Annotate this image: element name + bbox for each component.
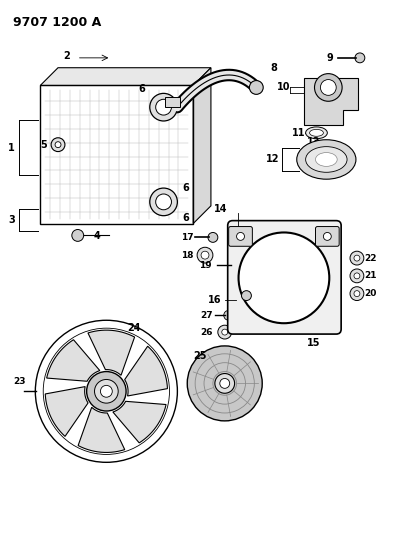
Text: 19: 19 (199, 261, 211, 270)
Circle shape (201, 251, 209, 259)
Text: 17: 17 (181, 233, 194, 242)
Text: 4: 4 (94, 231, 101, 241)
Text: 22: 22 (365, 254, 377, 263)
Polygon shape (40, 68, 211, 85)
Circle shape (72, 230, 84, 241)
Polygon shape (113, 401, 166, 443)
Text: 24: 24 (127, 323, 141, 333)
Text: 6: 6 (182, 183, 189, 193)
Polygon shape (193, 68, 211, 223)
Text: 15: 15 (307, 338, 320, 348)
Polygon shape (88, 330, 134, 375)
Circle shape (55, 142, 61, 148)
Text: 20: 20 (365, 289, 377, 298)
Text: 1: 1 (8, 143, 15, 152)
Text: 3: 3 (8, 215, 15, 225)
Circle shape (218, 325, 232, 339)
Circle shape (354, 273, 360, 279)
FancyBboxPatch shape (316, 227, 339, 246)
Text: 13: 13 (307, 136, 320, 147)
Circle shape (87, 372, 126, 411)
Text: 21: 21 (365, 271, 377, 280)
Text: 5: 5 (40, 140, 46, 150)
Ellipse shape (297, 140, 356, 179)
Polygon shape (125, 346, 167, 396)
Text: 9707 1200 A: 9707 1200 A (13, 17, 101, 29)
Circle shape (242, 290, 252, 301)
Text: 9: 9 (327, 53, 334, 63)
Text: 12: 12 (266, 155, 280, 165)
Ellipse shape (316, 152, 337, 166)
Circle shape (314, 74, 342, 101)
Circle shape (43, 328, 169, 455)
Text: 8: 8 (270, 63, 277, 72)
Circle shape (156, 194, 171, 210)
Text: 6: 6 (182, 213, 189, 223)
Text: 14: 14 (214, 204, 228, 214)
Text: 26: 26 (201, 328, 213, 337)
Ellipse shape (306, 127, 327, 139)
Text: 27: 27 (201, 311, 213, 320)
FancyBboxPatch shape (229, 227, 252, 246)
Circle shape (350, 287, 364, 301)
Circle shape (197, 247, 213, 263)
Polygon shape (45, 386, 88, 437)
Text: 18: 18 (181, 251, 194, 260)
Circle shape (35, 386, 45, 396)
Circle shape (238, 232, 329, 323)
Circle shape (323, 232, 331, 240)
Circle shape (321, 79, 336, 95)
Circle shape (95, 379, 118, 403)
Circle shape (355, 53, 365, 63)
Text: 6: 6 (139, 84, 145, 94)
Text: 2: 2 (64, 51, 70, 61)
Ellipse shape (306, 147, 347, 172)
Ellipse shape (309, 130, 323, 136)
Text: 25: 25 (193, 351, 207, 361)
Circle shape (35, 320, 178, 462)
Circle shape (187, 346, 262, 421)
Polygon shape (78, 407, 125, 453)
Circle shape (156, 99, 171, 115)
Bar (40, 85, 193, 223)
Polygon shape (46, 340, 100, 381)
Text: 11: 11 (292, 128, 305, 138)
Circle shape (230, 260, 240, 270)
Circle shape (354, 290, 360, 296)
Polygon shape (304, 78, 358, 125)
Circle shape (208, 232, 218, 243)
Circle shape (237, 232, 245, 240)
Circle shape (215, 374, 235, 393)
Circle shape (150, 188, 178, 216)
Circle shape (222, 329, 228, 335)
Text: 7: 7 (162, 110, 169, 120)
Circle shape (220, 378, 230, 389)
Text: 23: 23 (13, 377, 26, 386)
Circle shape (249, 80, 263, 94)
Circle shape (224, 310, 233, 320)
Circle shape (51, 138, 65, 151)
Circle shape (350, 269, 364, 283)
Circle shape (354, 255, 360, 261)
Circle shape (350, 251, 364, 265)
Bar (164, 98, 180, 107)
Text: 16: 16 (208, 295, 222, 304)
FancyBboxPatch shape (228, 221, 341, 334)
Circle shape (100, 385, 112, 397)
Text: 10: 10 (277, 83, 291, 92)
Circle shape (150, 93, 178, 121)
